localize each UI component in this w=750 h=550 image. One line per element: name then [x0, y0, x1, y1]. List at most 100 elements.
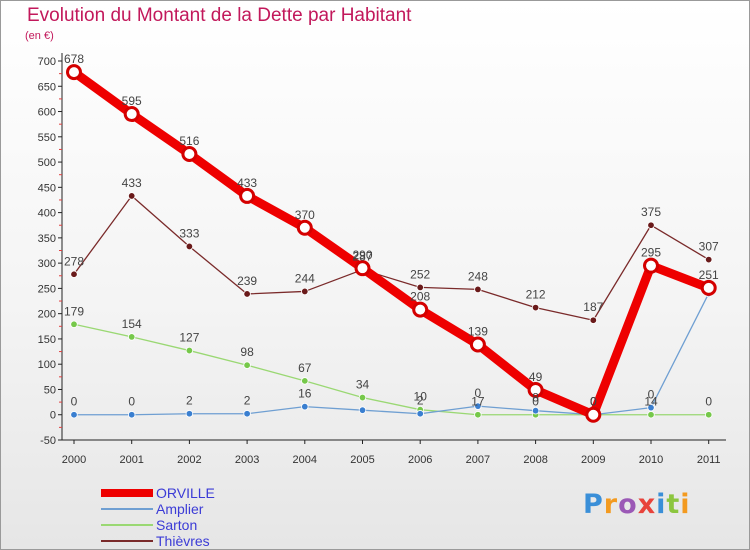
data-label: 49 — [529, 370, 543, 384]
y-tick-label: 0 — [50, 410, 56, 422]
series-line-orville — [69, 67, 714, 420]
data-point — [469, 336, 486, 353]
data-label: 295 — [641, 246, 661, 260]
data-point — [412, 301, 429, 318]
data-label: 516 — [179, 134, 199, 148]
y-tick-label: 150 — [38, 334, 56, 346]
data-point — [474, 285, 482, 294]
data-point — [127, 411, 136, 419]
logo-letter: i — [680, 489, 691, 520]
data-label: 678 — [64, 52, 84, 66]
data-point — [358, 393, 367, 402]
x-tick-label: 2005 — [350, 454, 374, 466]
proxiti-logo: Proxiti — [583, 489, 691, 520]
data-point — [585, 406, 602, 423]
data-label: 179 — [64, 304, 84, 318]
data-label: 244 — [295, 271, 315, 285]
data-point — [647, 221, 655, 229]
data-point — [185, 242, 194, 251]
series-line-sarton — [73, 323, 710, 416]
data-label: 8 — [532, 391, 539, 405]
data-label: 208 — [410, 290, 430, 304]
logo-letter: o — [618, 489, 638, 520]
unit-label: (en €) — [25, 30, 54, 42]
y-tick-label: 100 — [38, 359, 56, 371]
y-tick-label: 200 — [38, 309, 56, 321]
data-label: 287 — [352, 250, 372, 264]
data-label: 0 — [590, 395, 597, 409]
data-point — [243, 410, 251, 418]
data-label: 251 — [699, 268, 719, 282]
data-label: 2 — [417, 394, 424, 408]
data-point — [70, 411, 78, 419]
data-label: 433 — [122, 176, 142, 190]
legend-label: ORVILLE — [156, 485, 215, 501]
data-point — [301, 377, 309, 385]
data-point — [358, 406, 367, 414]
y-tick-label: 350 — [38, 233, 56, 245]
data-label: 307 — [699, 240, 719, 254]
data-point — [185, 410, 194, 418]
data-label: 67 — [298, 361, 312, 375]
data-label: 370 — [295, 208, 315, 222]
data-point — [531, 406, 540, 415]
y-tick-label: 600 — [38, 107, 56, 119]
data-point — [416, 410, 424, 418]
data-point — [647, 403, 655, 412]
data-label: 239 — [237, 274, 257, 288]
data-label: 0 — [71, 395, 78, 409]
series-line-amplier — [73, 292, 710, 416]
data-point — [474, 411, 482, 419]
data-label: 0 — [590, 395, 597, 409]
data-point — [296, 219, 313, 236]
data-label: 2 — [244, 394, 251, 408]
y-tick-label: 50 — [44, 384, 56, 396]
data-label: 0 — [648, 388, 655, 402]
data-point — [354, 260, 371, 277]
y-tick-label: 500 — [38, 157, 56, 169]
y-tick-label: 250 — [38, 283, 56, 295]
y-tick-label: 650 — [38, 81, 56, 93]
x-tick-label: 2008 — [523, 454, 547, 466]
y-tick-label: 300 — [38, 258, 56, 270]
data-point — [70, 320, 78, 328]
legend-label: Amplier — [156, 501, 204, 517]
x-tick-label: 2002 — [177, 454, 201, 466]
legend-label: Thièvres — [156, 533, 210, 549]
data-point — [416, 283, 424, 292]
logo-letter: x — [637, 489, 657, 520]
x-tick-label: 2006 — [408, 454, 432, 466]
data-label: 433 — [237, 176, 257, 190]
logo-letter: P — [583, 489, 604, 520]
data-point — [589, 316, 597, 324]
x-tick-label: 2004 — [293, 454, 317, 466]
x-tick-label: 2003 — [235, 454, 259, 466]
data-point — [66, 64, 82, 81]
logo-letter: t — [666, 489, 681, 520]
data-label: 212 — [526, 288, 546, 302]
data-point — [474, 402, 482, 410]
logo-letter: i — [656, 489, 667, 520]
legend-swatch — [101, 489, 153, 497]
data-label: 278 — [64, 254, 84, 268]
data-point — [301, 402, 309, 411]
data-label: 0 — [532, 395, 539, 409]
data-label: 16 — [298, 387, 312, 401]
logo-letter: r — [603, 489, 619, 520]
data-point — [647, 411, 655, 419]
data-label: 375 — [641, 205, 661, 219]
x-tick-label: 2009 — [581, 454, 605, 466]
data-label: 34 — [356, 378, 370, 392]
data-label: 127 — [179, 331, 199, 345]
legend-label: Sarton — [156, 517, 198, 533]
data-point — [70, 270, 78, 278]
data-label: 0 — [475, 386, 482, 400]
data-label: 0 — [590, 395, 597, 409]
data-label: 333 — [179, 226, 199, 240]
data-point — [643, 257, 659, 274]
data-point — [243, 361, 251, 369]
data-label: 98 — [240, 345, 254, 359]
legend-swatch — [101, 540, 153, 542]
data-point — [181, 145, 198, 162]
